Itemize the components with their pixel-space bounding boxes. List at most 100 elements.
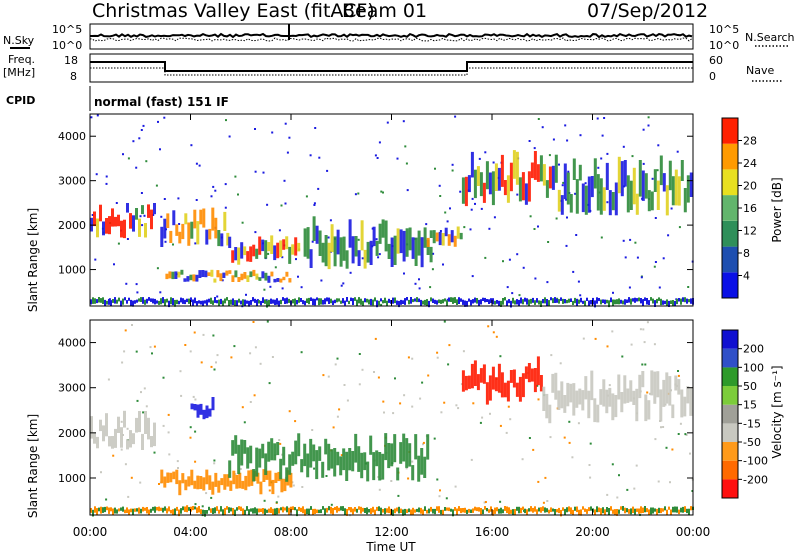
ground-scatter-cell [346, 297, 348, 302]
echo-region-4 [411, 237, 415, 259]
ground-scatter-cell [94, 506, 96, 513]
echo-speck [172, 243, 174, 246]
echo-region-0 [138, 411, 141, 433]
echo-speck [407, 356, 410, 359]
echo-region-4 [399, 229, 403, 254]
echo-region-1 [169, 472, 173, 483]
ground-scatter-cell [414, 509, 416, 513]
echo-region-3 [276, 442, 280, 456]
freq-trace [90, 61, 693, 72]
echo-region-7 [671, 176, 675, 206]
echo-speck [574, 192, 577, 195]
echo-region-4 [318, 230, 322, 256]
ground-scatter-cell [172, 298, 174, 306]
colorbar-tick-label: -50 [743, 436, 761, 449]
ground-scatter-cell [674, 506, 676, 513]
echo-speck [329, 219, 332, 222]
ground-scatter-cell [464, 507, 466, 513]
echo-region-3 [405, 438, 409, 468]
ground-scatter-cell [260, 508, 262, 512]
echo-region-6 [509, 162, 513, 192]
ground-scatter-cell [200, 509, 202, 514]
echo-speck [487, 325, 490, 328]
ground-scatter-cell [478, 299, 480, 307]
ground-scatter-cell [292, 506, 294, 510]
colorbar-segment [722, 143, 738, 170]
noise-right-tick-low: 10^0 [709, 39, 739, 52]
echo-region-1 [223, 211, 227, 231]
echo-region-4 [315, 225, 319, 244]
echo-region-4 [336, 229, 340, 255]
echo-region-2 [180, 269, 184, 275]
echo-region-3 [357, 446, 361, 472]
ground-scatter-cell [96, 508, 98, 515]
echo-speck [354, 193, 357, 196]
echo-region-7 [617, 156, 621, 194]
ground-scatter-cell [470, 299, 472, 306]
ground-scatter-cell [288, 507, 290, 515]
echo-speck [140, 391, 142, 394]
ground-scatter-cell [308, 508, 310, 515]
ground-scatter-cell [578, 299, 580, 304]
echo-region-6 [506, 175, 510, 203]
ground-scatter-cell [512, 509, 514, 515]
echo-region-5 [593, 398, 597, 423]
ground-scatter-cell [432, 298, 434, 303]
echo-speck [577, 280, 580, 283]
ground-scatter-cell [212, 508, 214, 514]
ground-scatter-cell [568, 298, 570, 303]
echo-speck [213, 462, 216, 465]
echo-speck [489, 412, 491, 415]
ground-scatter-cell [322, 506, 324, 510]
echo-speck [392, 412, 395, 415]
ground-scatter-cell [604, 509, 606, 515]
echo-region-0 [129, 213, 132, 229]
ground-scatter-cell [638, 508, 640, 514]
echo-region-3 [264, 240, 268, 259]
echo-region-7 [656, 180, 660, 210]
echo-region-2 [231, 275, 235, 282]
ground-scatter-cell [316, 297, 318, 301]
echo-region-2 [211, 397, 215, 411]
freq-panel [89, 53, 694, 83]
ground-scatter-cell [534, 300, 536, 305]
echo-speck [643, 341, 646, 344]
echo-speck [566, 216, 568, 219]
ground-scatter-cell [98, 297, 100, 303]
ground-scatter-cell [344, 300, 346, 306]
ground-scatter-cell [104, 506, 106, 513]
echo-speck [678, 226, 681, 229]
velocity-ylabel: Slant Range [km] [26, 414, 40, 518]
echo-region-0 [93, 211, 96, 227]
echo-speck [105, 175, 108, 178]
echo-region-2 [195, 274, 199, 282]
ground-scatter-cell [230, 507, 232, 512]
ground-scatter-cell [458, 297, 460, 304]
ground-scatter-cell [560, 509, 562, 517]
ground-scatter-cell [234, 509, 236, 516]
echo-region-1 [181, 473, 185, 484]
echo-speck [374, 337, 377, 340]
echo-speck [210, 365, 213, 368]
ground-scatter-cell [564, 299, 566, 304]
echo-region-4 [476, 374, 480, 391]
ground-scatter-cell [630, 508, 632, 515]
echo-speck [445, 497, 448, 500]
ground-scatter-cell [280, 299, 282, 305]
echo-speck [95, 173, 98, 176]
ground-scatter-cell [148, 509, 150, 515]
ground-scatter-cell [190, 297, 192, 303]
ground-scatter-cell [226, 297, 228, 301]
ground-scatter-cell [392, 297, 394, 304]
ground-scatter-cell [642, 507, 644, 513]
echo-region-0 [126, 439, 129, 450]
ground-scatter-cell [516, 506, 518, 511]
echo-region-4 [488, 375, 492, 401]
ground-scatter-cell [266, 509, 268, 513]
ground-scatter-cell [276, 507, 278, 515]
echo-speck [630, 343, 633, 346]
echo-region-0 [90, 416, 93, 439]
ground-scatter-cell [208, 298, 210, 303]
echo-region-4 [420, 237, 424, 268]
echo-region-6 [521, 172, 525, 201]
